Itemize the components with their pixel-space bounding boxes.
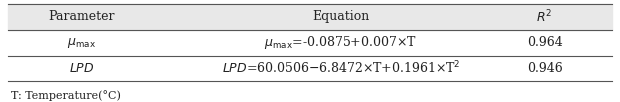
Text: $\mathit{LPD}$=60.0506$-$6.8472×T+0.1961×T$^2$: $\mathit{LPD}$=60.0506$-$6.8472×T+0.1961… — [221, 60, 460, 77]
Text: $R^2$: $R^2$ — [536, 9, 552, 25]
Bar — [7, 4, 613, 30]
Text: T: Temperature(°C): T: Temperature(°C) — [11, 90, 120, 101]
Text: $\mu_{\mathrm{max}}$=-0.0875+0.007×T: $\mu_{\mathrm{max}}$=-0.0875+0.007×T — [264, 34, 417, 51]
Text: $\mathit{LPD}$: $\mathit{LPD}$ — [69, 62, 94, 75]
Text: Equation: Equation — [312, 11, 370, 23]
Text: $\mu_{\mathrm{max}}$: $\mu_{\mathrm{max}}$ — [67, 36, 96, 50]
Text: 0.964: 0.964 — [526, 36, 562, 49]
Text: Parameter: Parameter — [48, 11, 115, 23]
Text: 0.946: 0.946 — [526, 62, 562, 75]
